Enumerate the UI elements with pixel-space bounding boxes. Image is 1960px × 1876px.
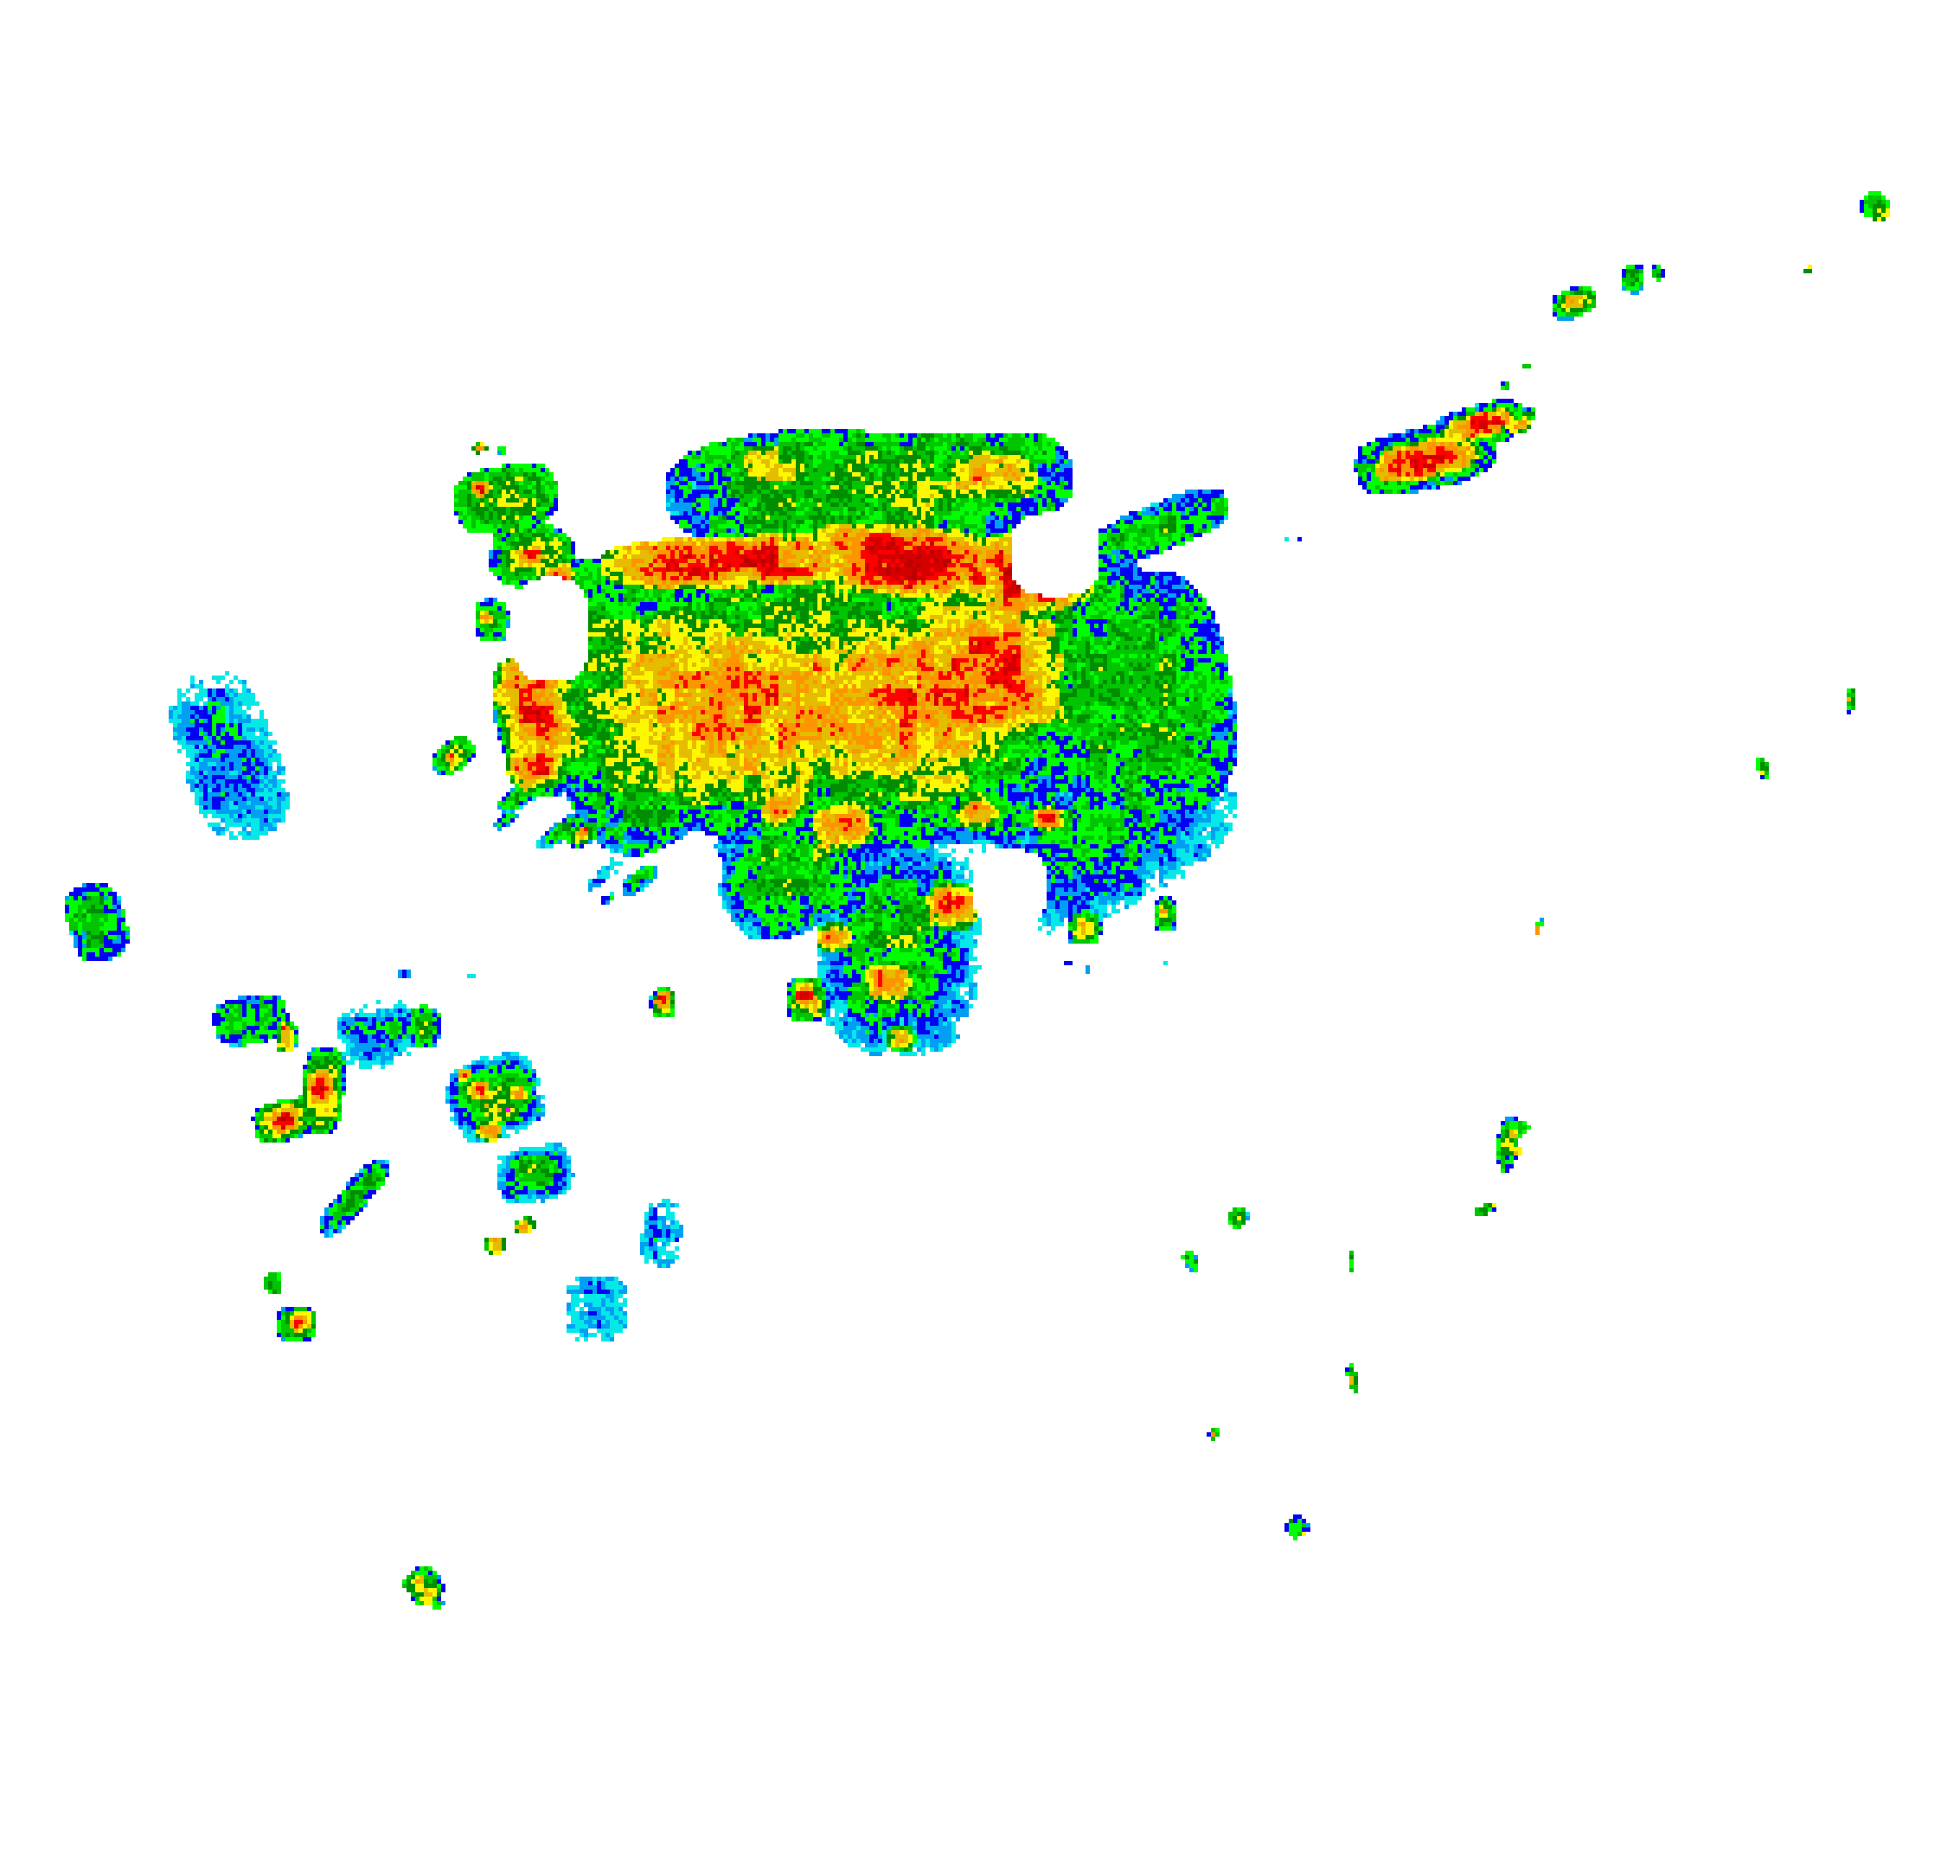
weather-radar-image <box>35 14 1960 1862</box>
radar-reflectivity-bitmap <box>35 14 1960 1862</box>
